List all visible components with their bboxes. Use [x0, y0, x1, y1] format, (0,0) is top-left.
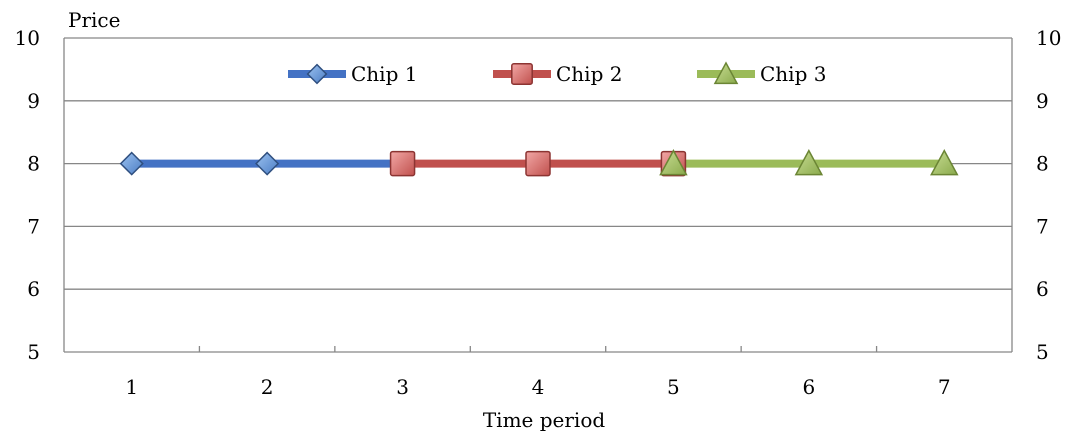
x-tick-label: 2: [261, 375, 274, 399]
legend-label-chip-3: Chip 3: [760, 62, 826, 86]
x-tick-label: 1: [125, 375, 138, 399]
y-tick-label-left: 8: [27, 152, 40, 176]
x-tick-label: 4: [532, 375, 545, 399]
y-axis-left-labels: 5 6 7 8 9 10: [15, 26, 40, 364]
data-point-chip-3: [794, 149, 824, 176]
legend-label-chip-1: Chip 1: [351, 62, 417, 86]
y-tick-label-left: 10: [15, 26, 40, 50]
y-tick-label-left: 6: [27, 277, 40, 301]
data-point-chip-2: [389, 150, 416, 177]
y-tick-label-left: 7: [27, 214, 40, 238]
data-point-chip-2: [525, 150, 551, 177]
y-tick-label-right: 9: [1036, 89, 1049, 113]
data-point-chip-1: [255, 151, 280, 176]
x-axis-labels: 1 2 3 4 5 6 7: [125, 375, 950, 399]
x-tick-label: 6: [802, 375, 815, 399]
y-tick-label-right: 7: [1036, 214, 1049, 238]
series-markers: [119, 149, 959, 177]
legend-marker-chip-3: [713, 61, 739, 85]
legend-marker-chip-1: [306, 63, 328, 85]
data-point-chip-1: [119, 151, 144, 176]
legend-item-chip-1: Chip 1: [288, 62, 417, 86]
y-tick-label-right: 5: [1036, 340, 1049, 364]
data-point-chip-3: [930, 149, 959, 176]
y-axis-right-labels: 5 6 7 8 9 10: [1036, 26, 1061, 364]
x-tick-label: 5: [667, 375, 680, 399]
y-axis-title: Price: [68, 8, 120, 32]
y-tick-label-left: 9: [27, 89, 40, 113]
y-tick-label-right: 6: [1036, 277, 1049, 301]
y-tick-label-right: 8: [1036, 152, 1049, 176]
y-tick-label-right: 10: [1036, 26, 1061, 50]
legend: Chip 1 Chip 2 Chip 3: [288, 61, 826, 86]
legend-marker-chip-2: [511, 63, 533, 85]
legend-item-chip-2: Chip 2: [493, 62, 622, 86]
x-axis-ticks: [198, 346, 878, 352]
legend-label-chip-2: Chip 2: [556, 62, 622, 86]
y-tick-label-left: 5: [27, 340, 40, 364]
legend-item-chip-3: Chip 3: [697, 61, 826, 86]
x-axis-title: Time period: [483, 408, 606, 432]
x-tick-label: 3: [396, 375, 409, 399]
plot-area: [63, 38, 1013, 353]
data-point-chip-3: [659, 149, 688, 176]
x-tick-label: 7: [938, 375, 951, 399]
